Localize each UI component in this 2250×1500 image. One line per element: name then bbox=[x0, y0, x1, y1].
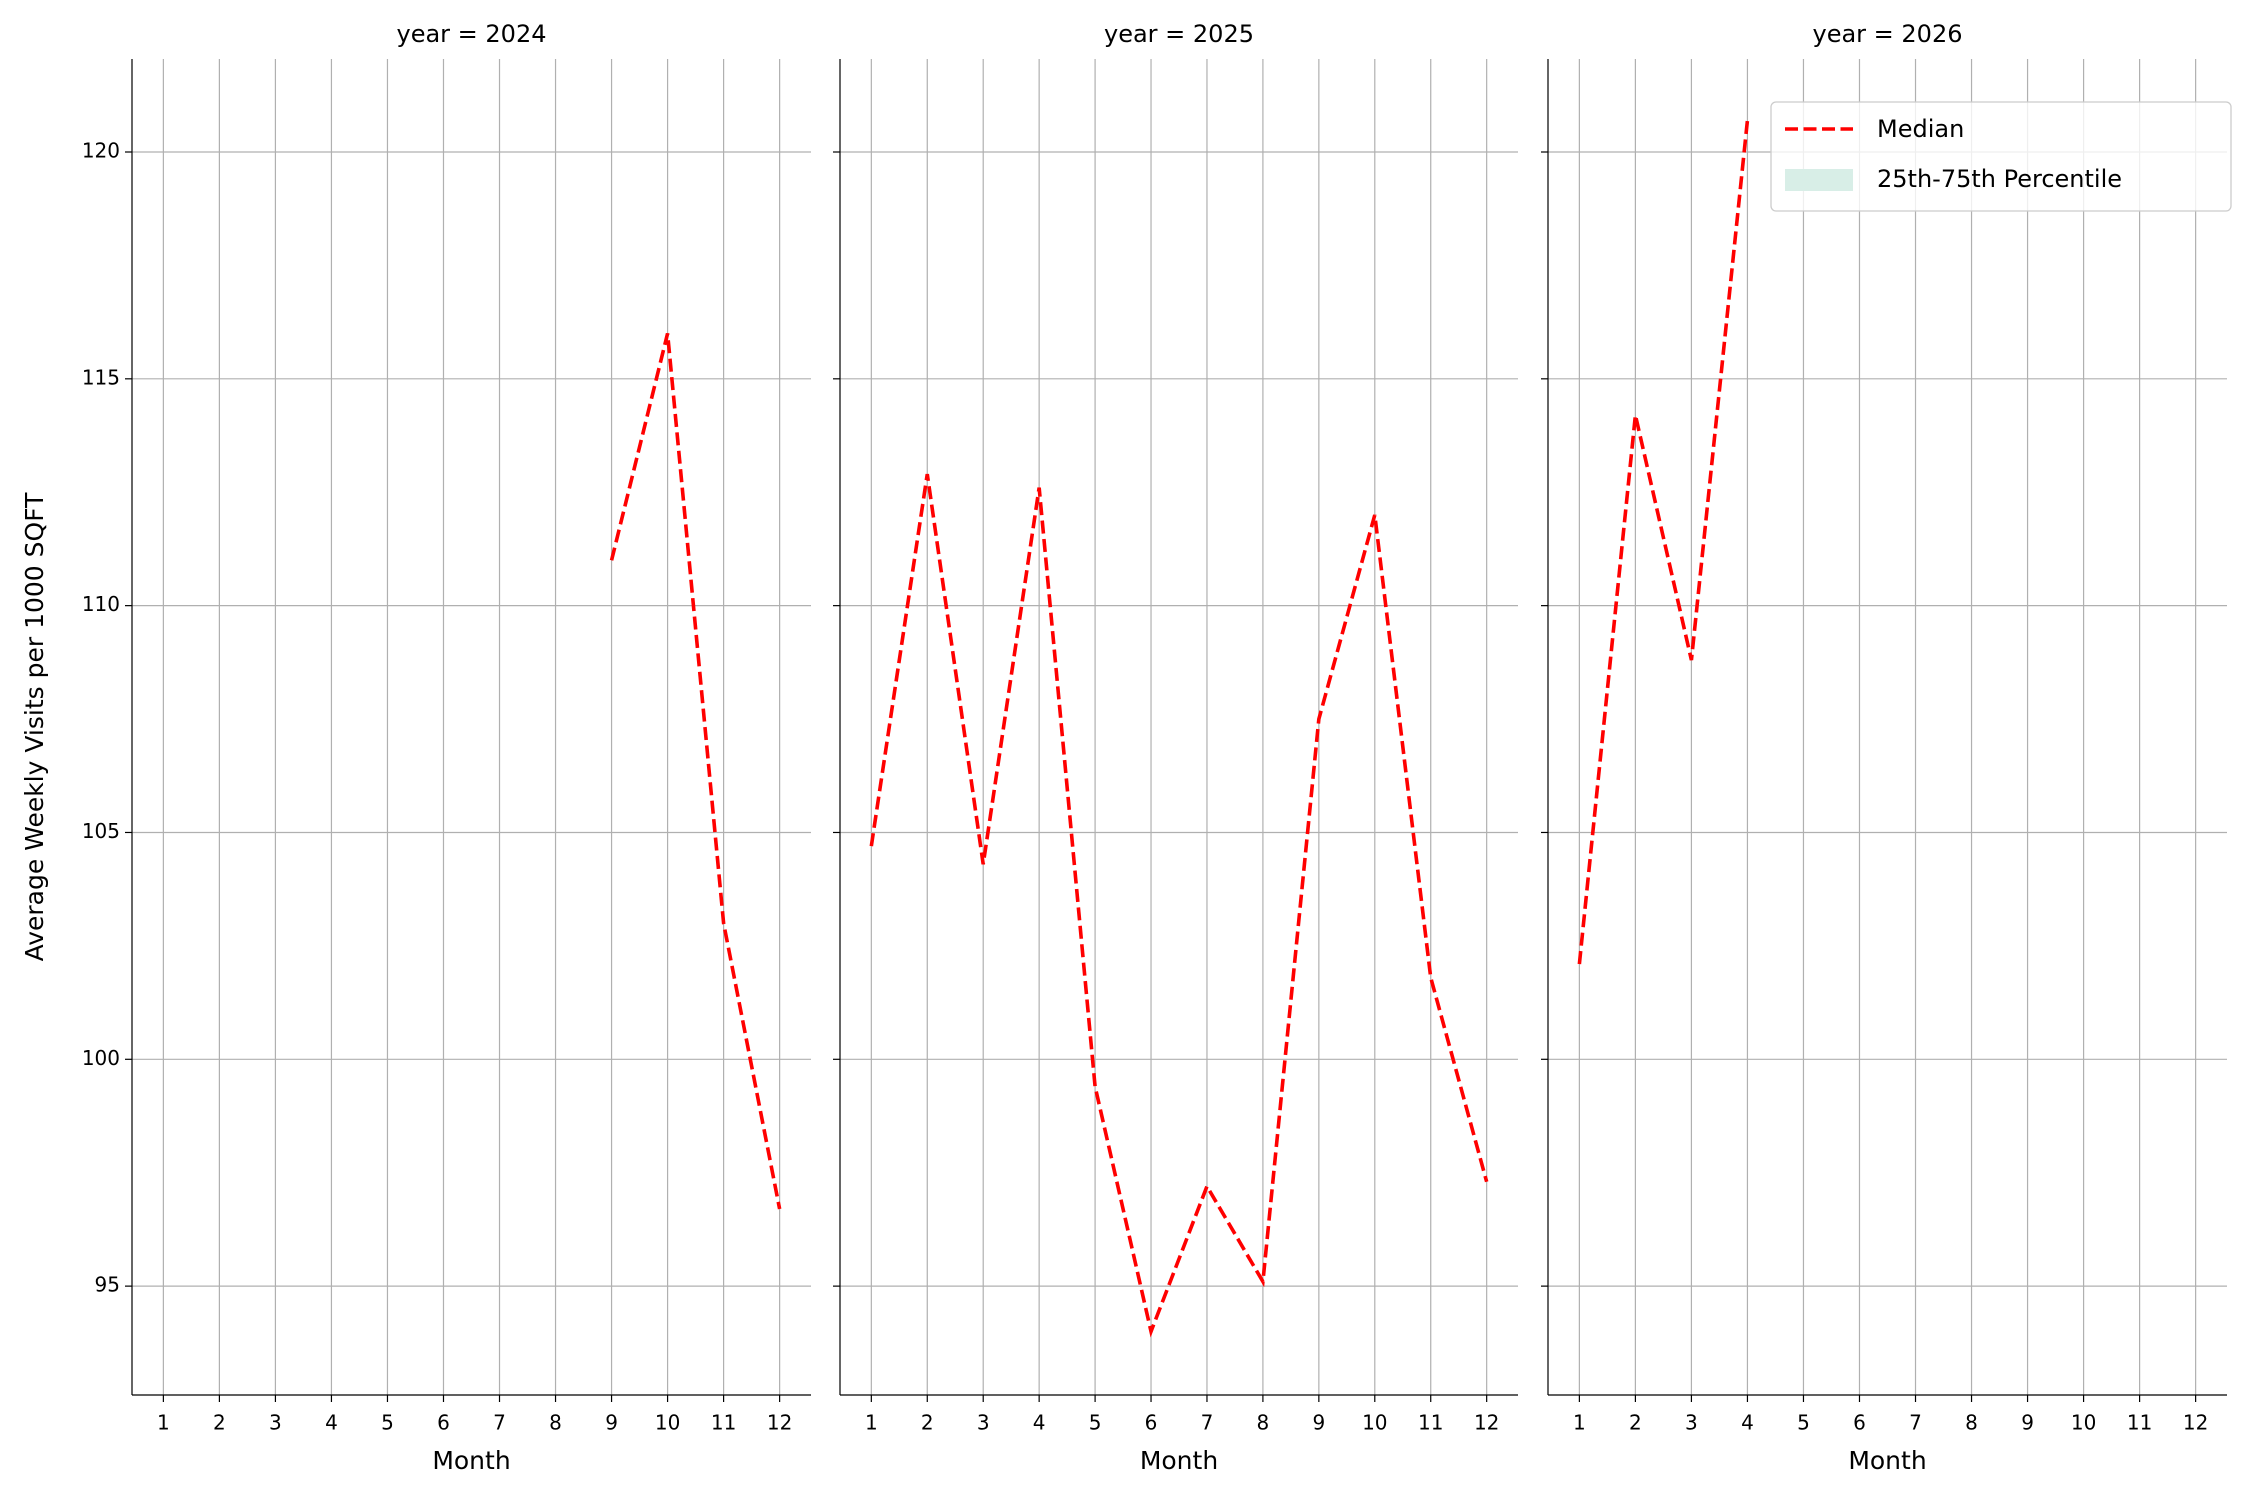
x-tick-label: 8 bbox=[1257, 1411, 1270, 1435]
x-tick-label: 3 bbox=[1685, 1411, 1698, 1435]
x-tick-label: 9 bbox=[1312, 1411, 1325, 1435]
x-tick-label: 10 bbox=[1362, 1411, 1387, 1435]
legend-swatch bbox=[1785, 169, 1853, 191]
x-tick-label: 10 bbox=[655, 1411, 680, 1435]
x-tick-label: 6 bbox=[1853, 1411, 1866, 1435]
x-tick-label: 8 bbox=[1965, 1411, 1978, 1435]
y-tick-label: 110 bbox=[82, 592, 120, 616]
x-tick-label: 4 bbox=[1033, 1411, 1046, 1435]
legend-label: Median bbox=[1877, 115, 1964, 143]
x-tick-label: 2 bbox=[1629, 1411, 1642, 1435]
y-tick-label: 100 bbox=[82, 1046, 120, 1070]
x-tick-label: 9 bbox=[2021, 1411, 2034, 1435]
legend: Median 25th-75th Percentile bbox=[1770, 101, 2232, 212]
y-tick-label: 115 bbox=[82, 365, 120, 389]
panel-title: year = 2024 bbox=[397, 20, 547, 48]
x-tick-label: 5 bbox=[1089, 1411, 1102, 1435]
x-tick-label: 5 bbox=[381, 1411, 394, 1435]
y-tick-label: 120 bbox=[82, 138, 120, 162]
x-tick-label: 5 bbox=[1797, 1411, 1810, 1435]
legend-frame bbox=[1770, 101, 2232, 212]
x-tick-label: 7 bbox=[493, 1411, 506, 1435]
x-tick-label: 11 bbox=[1418, 1411, 1443, 1435]
x-tick-label: 12 bbox=[767, 1411, 792, 1435]
x-tick-label: 1 bbox=[1573, 1411, 1586, 1435]
x-tick-label: 9 bbox=[605, 1411, 618, 1435]
panel-title: year = 2026 bbox=[1813, 20, 1963, 48]
y-tick-label: 105 bbox=[82, 819, 120, 843]
median-line bbox=[869, 473, 1489, 1338]
x-tick-label: 3 bbox=[269, 1411, 282, 1435]
x-tick-label: 1 bbox=[157, 1411, 170, 1435]
panel-title: year = 2025 bbox=[1104, 20, 1254, 48]
legend-label: 25th-75th Percentile bbox=[1877, 165, 2122, 193]
x-tick-label: 4 bbox=[1741, 1411, 1754, 1435]
x-tick-label: 11 bbox=[711, 1411, 736, 1435]
x-tick-label: 3 bbox=[977, 1411, 990, 1435]
x-tick-label: 12 bbox=[2183, 1411, 2208, 1435]
x-tick-label: 7 bbox=[1201, 1411, 1214, 1435]
x-tick-label: 8 bbox=[549, 1411, 562, 1435]
x-axis-label: Month bbox=[1140, 1446, 1218, 1475]
x-tick-label: 7 bbox=[1909, 1411, 1922, 1435]
median-line bbox=[609, 333, 782, 1210]
x-tick-label: 6 bbox=[1145, 1411, 1158, 1435]
x-tick-label: 2 bbox=[921, 1411, 934, 1435]
x-tick-label: 12 bbox=[1474, 1411, 1499, 1435]
y-tick-label: 95 bbox=[95, 1273, 120, 1297]
median-line bbox=[1577, 120, 1750, 965]
x-tick-label: 4 bbox=[325, 1411, 338, 1435]
x-tick-label: 6 bbox=[437, 1411, 450, 1435]
y-axis-label: Average Weekly Visits per 1000 SQFT bbox=[20, 492, 49, 962]
x-tick-label: 1 bbox=[865, 1411, 878, 1435]
x-axis-label: Month bbox=[1848, 1446, 1926, 1475]
x-tick-label: 11 bbox=[2127, 1411, 2152, 1435]
x-axis-label: Month bbox=[432, 1446, 510, 1475]
x-tick-label: 10 bbox=[2071, 1411, 2096, 1435]
x-tick-label: 2 bbox=[213, 1411, 226, 1435]
